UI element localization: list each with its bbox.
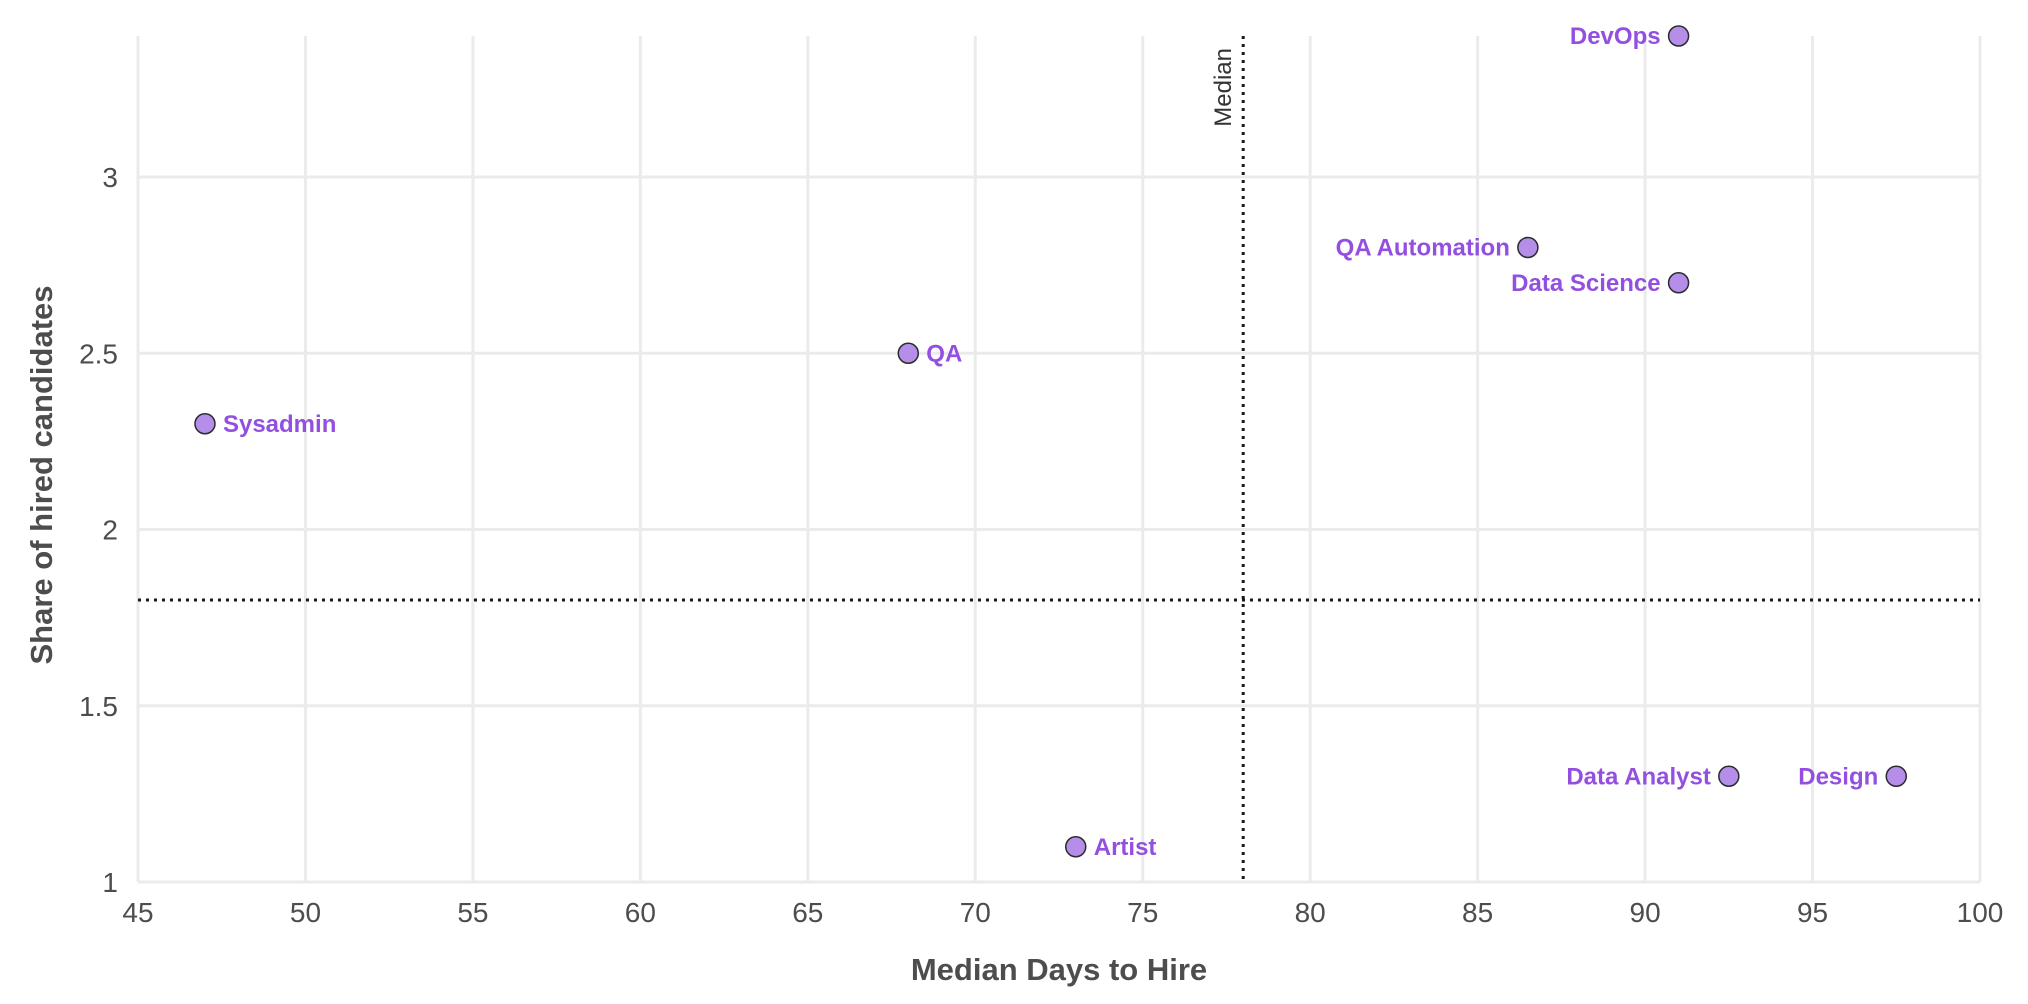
- point-label: QA: [926, 340, 962, 367]
- data-point: [1517, 236, 1539, 259]
- x-tick-label: 45: [122, 897, 153, 928]
- point-label: Data Analyst: [1566, 763, 1711, 790]
- data-point: [1064, 836, 1087, 858]
- y-tick-label: 1: [102, 867, 118, 898]
- data-point: [1718, 765, 1740, 787]
- data-point: [1667, 272, 1690, 294]
- data-point: [1885, 765, 1908, 787]
- x-tick-label: 60: [625, 897, 656, 928]
- y-tick-label: 3: [102, 162, 118, 193]
- x-tick-label: 95: [1797, 897, 1828, 928]
- point-label: DevOps: [1570, 23, 1661, 50]
- x-tick-label: 80: [1295, 897, 1326, 928]
- data-point: [897, 342, 920, 364]
- x-tick-label: 90: [1630, 897, 1661, 928]
- data-point: [194, 413, 216, 435]
- x-tick-label: 75: [1127, 897, 1158, 928]
- reference-lines: Median: [138, 36, 1980, 882]
- grid: [136, 36, 1982, 884]
- y-axis-title: Share of hired candidates: [24, 286, 59, 665]
- y-tick-label: 2: [102, 515, 118, 546]
- data-point: [1667, 25, 1690, 47]
- x-tick-label: 100: [1957, 897, 2004, 928]
- x-tick-label: 85: [1462, 897, 1493, 928]
- x-tick-label: 70: [960, 897, 991, 928]
- point-label: Artist: [1094, 834, 1157, 861]
- tick-labels: 45 50 55 60 65 70 75 80 85 90 95 100 1 1.5 2 2.5 3: [79, 162, 2003, 928]
- x-tick-label: 50: [290, 897, 321, 928]
- point-label: QA Automation: [1336, 235, 1510, 262]
- y-tick-label: 1.5: [79, 691, 118, 722]
- point-label: Sysadmin: [223, 411, 336, 438]
- x-tick-label: 65: [792, 897, 823, 928]
- point-label: Data Science: [1511, 270, 1660, 297]
- y-tick-label: 2.5: [79, 338, 118, 369]
- data-points: [194, 25, 1908, 858]
- x-axis-title: Median Days to Hire: [911, 952, 1207, 987]
- median-line-label: Median: [1210, 48, 1237, 127]
- x-tick-label: 55: [457, 897, 488, 928]
- point-label: Design: [1798, 763, 1878, 790]
